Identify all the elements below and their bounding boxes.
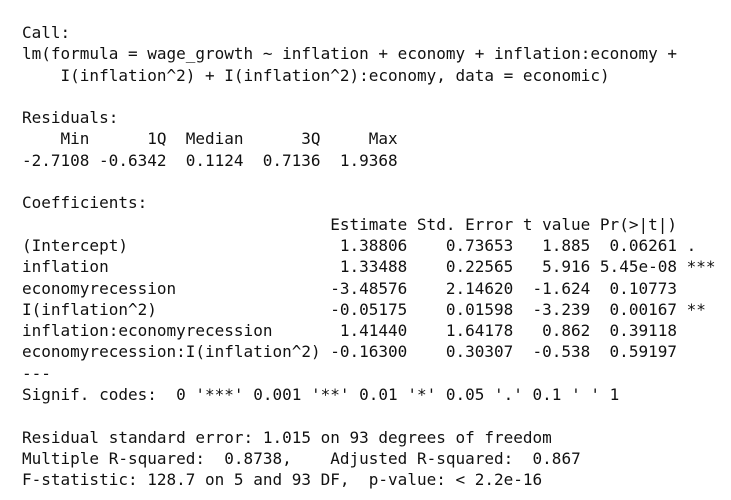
residual-cell: 0.7136 bbox=[262, 150, 321, 170]
signif-stars: *** bbox=[686, 257, 716, 277]
coefficient-cell: 1.41440 bbox=[339, 321, 408, 341]
residual-cell: Median bbox=[185, 129, 244, 149]
column-header: Pr(>|t|) bbox=[599, 214, 677, 234]
coefficient-cell: -3.48576 bbox=[330, 278, 408, 298]
separator: --- bbox=[22, 363, 51, 383]
signif-stars: ** bbox=[686, 299, 706, 319]
residuals-label: Residuals: bbox=[22, 108, 119, 128]
summary-line: Residual standard error: 1.015 on 93 deg… bbox=[22, 427, 552, 447]
coefficient-row: (Intercept) 1.38806 0.73653 1.885 0.06261. bbox=[22, 235, 722, 256]
term-name: inflation:economyrecession bbox=[22, 321, 273, 341]
coefficient-cell: 0.10773 bbox=[609, 278, 677, 298]
residual-cell: 3Q bbox=[301, 129, 321, 149]
residual-cell: 1Q bbox=[147, 129, 167, 149]
term-name: I(inflation^2) bbox=[22, 299, 157, 319]
column-header: t value bbox=[522, 214, 591, 234]
summary-line: Multiple R-squared: 0.8738, Adjusted R-s… bbox=[22, 448, 581, 468]
residual-cell: 1.9368 bbox=[339, 150, 398, 170]
call-line: I(inflation^2) + I(inflation^2):economy,… bbox=[60, 65, 610, 85]
residuals-header: Min 1Q Median 3Q Max bbox=[22, 128, 722, 149]
residual-cell: 0.1124 bbox=[185, 150, 244, 170]
coefficient-cell: -0.05175 bbox=[330, 299, 408, 319]
coefficient-cell: 1.33488 bbox=[339, 257, 408, 277]
coefficient-cell: -1.624 bbox=[532, 278, 591, 298]
term-name: inflation bbox=[22, 257, 109, 277]
summary-line: F-statistic: 128.7 on 5 and 93 DF, p-val… bbox=[22, 470, 543, 490]
term-name: economyrecession:I(inflation^2) bbox=[22, 342, 321, 362]
coefficient-cell: 2.14620 bbox=[445, 278, 514, 298]
residual-cell: Min bbox=[60, 129, 90, 149]
spacer bbox=[22, 214, 321, 235]
coefficients-label: Coefficients: bbox=[22, 193, 148, 213]
residual-cell: Max bbox=[368, 129, 398, 149]
coefficient-row: inflation:economyrecession 1.41440 1.64178… bbox=[22, 320, 722, 341]
coefficient-cell: -0.16300 bbox=[330, 342, 408, 362]
residual-cell: -0.6342 bbox=[99, 150, 167, 170]
column-header: Estimate bbox=[330, 214, 408, 234]
coefficient-cell: 5.45e-08 bbox=[599, 257, 677, 277]
coefficient-row: inflation 1.33488 0.22565 5.916 5.45e-08 *** bbox=[22, 256, 722, 277]
coefficient-cell: 0.59197 bbox=[609, 342, 677, 362]
coefficient-cell: 1.885 bbox=[542, 235, 591, 255]
column-header: Std. Error bbox=[416, 214, 514, 234]
coefficient-cell: 0.06261 bbox=[609, 235, 677, 255]
coefficient-cell: 0.73653 bbox=[445, 235, 514, 255]
coefficients-header: Estimate Std. Error t value Pr(>|t|) bbox=[22, 214, 722, 235]
signif-codes: Signif. codes: 0 '***' 0.001 '**' 0.01 '… bbox=[22, 385, 620, 405]
term-name: economyrecession bbox=[22, 278, 177, 298]
call-line: lm(formula = wage_growth ~ inflation + e… bbox=[22, 44, 678, 64]
coefficient-row: economyrecession -3.48576 2.14620 -1.624 0.1… bbox=[22, 278, 722, 299]
coefficient-cell: 0.00167 bbox=[609, 299, 677, 319]
residuals-values: -2.7108 -0.6342 0.1124 0.7136 1.9368 bbox=[22, 150, 722, 171]
coefficient-cell: 1.38806 bbox=[339, 235, 408, 255]
coefficient-cell: 0.30307 bbox=[445, 342, 514, 362]
coefficient-cell: -3.239 bbox=[532, 299, 591, 319]
coefficient-cell: 0.39118 bbox=[609, 321, 677, 341]
coefficient-row: economyrecession:I(inflation^2) -0.16300 0… bbox=[22, 341, 722, 362]
coefficient-cell: 0.01598 bbox=[445, 299, 514, 319]
term-name: (Intercept) bbox=[22, 235, 128, 255]
coefficient-row: I(inflation^2) -0.05175 0.01598 -3.239 0.001… bbox=[22, 299, 722, 320]
coefficient-cell: 5.916 bbox=[542, 257, 591, 277]
signif-stars: . bbox=[686, 235, 697, 255]
coefficient-cell: 0.22565 bbox=[445, 257, 514, 277]
residual-cell: -2.7108 bbox=[22, 150, 90, 170]
output-text: Call: lm(formula = wage_growth ~ inflatio… bbox=[22, 22, 722, 491]
coefficient-cell: 0.862 bbox=[542, 321, 591, 341]
call-label: Call: bbox=[22, 23, 71, 42]
coefficient-cell: -0.538 bbox=[532, 342, 591, 362]
coefficient-cell: 1.64178 bbox=[445, 321, 514, 341]
